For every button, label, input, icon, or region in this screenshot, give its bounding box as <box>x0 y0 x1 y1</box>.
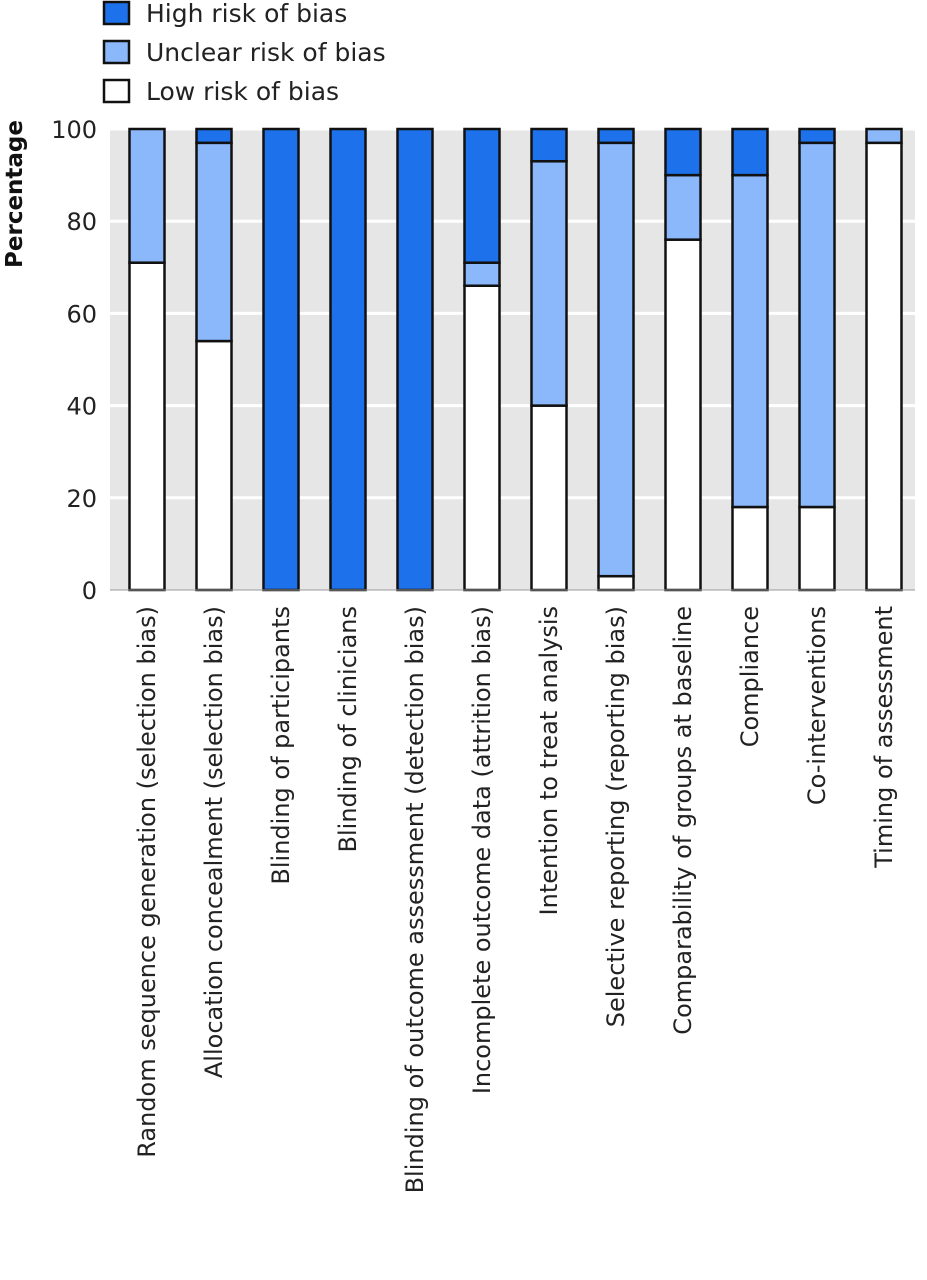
bar-segment <box>798 141 836 509</box>
legend-swatch <box>102 0 131 26</box>
bar-segment <box>597 141 635 578</box>
bar-segment <box>731 127 769 177</box>
bar-stack <box>731 127 769 592</box>
bar-stack <box>597 127 635 592</box>
category-label: Incomplete outcome data (attrition bias) <box>468 606 496 1094</box>
category-label: Timing of assessment <box>870 606 898 869</box>
category-label: Allocation concealment (selection bias) <box>200 606 228 1078</box>
bar-segment <box>262 127 300 592</box>
gridlines <box>110 127 915 500</box>
bar-segment <box>731 505 769 592</box>
bar-segment <box>195 141 233 343</box>
legend-item: Low risk of bias <box>102 77 339 106</box>
bar-stack <box>262 127 300 592</box>
category-label: Blinding of participants <box>267 606 295 885</box>
y-tick-label: 100 <box>51 116 97 144</box>
legend-label: Low risk of bias <box>146 77 339 106</box>
bar-stack <box>195 127 233 592</box>
bar-segment <box>195 127 233 145</box>
bar-segment <box>664 173 702 241</box>
y-tick-label: 40 <box>66 393 97 421</box>
bar-segment <box>597 127 635 145</box>
bar-stack <box>396 127 434 592</box>
category-labels: Random sequence generation (selection bi… <box>133 606 898 1193</box>
category-label: Random sequence generation (selection bi… <box>133 606 161 1158</box>
y-tick-label: 80 <box>66 208 97 236</box>
bar-stack <box>463 127 501 592</box>
plot-area <box>110 129 915 590</box>
bar-segment <box>463 284 501 592</box>
y-tick-label: 0 <box>82 577 97 605</box>
bar-segment <box>865 127 903 145</box>
bar-segment <box>530 404 568 592</box>
category-label: Comparability of groups at baseline <box>669 606 697 1035</box>
bar-segment <box>597 574 635 592</box>
bar-stack <box>664 127 702 592</box>
category-label: Selective reporting (reporting bias) <box>602 606 630 1027</box>
bar-stack <box>798 127 836 592</box>
bar-segment <box>865 141 903 592</box>
legend-swatch <box>102 39 131 65</box>
y-tick-labels: 0 20 40 60 80 100 <box>51 116 97 605</box>
category-label: Blinding of clinicians <box>334 606 362 852</box>
legend-item: High risk of bias <box>102 0 347 28</box>
bar-segment <box>128 127 166 264</box>
bar-stack <box>128 127 166 592</box>
y-tick-label: 20 <box>66 485 97 513</box>
legend-item: Unclear risk of bias <box>102 38 386 67</box>
bar-segment <box>798 127 836 145</box>
category-label: Compliance <box>736 606 764 747</box>
category-label: Blinding of outcome assessment (detectio… <box>401 606 429 1193</box>
bar-stack <box>329 127 367 592</box>
legend-label: High risk of bias <box>146 0 347 28</box>
bars <box>128 127 903 592</box>
bar-stack <box>530 127 568 592</box>
bar-segment <box>396 127 434 592</box>
bar-segment <box>463 261 501 287</box>
y-axis-title: Percentage <box>2 120 28 268</box>
bar-segment <box>329 127 367 592</box>
legend-swatch <box>102 78 131 104</box>
bar-segment <box>731 173 769 509</box>
bar-segment <box>463 127 501 264</box>
plot-background <box>110 129 915 590</box>
bar-segment <box>798 505 836 592</box>
bar-segment <box>530 160 568 407</box>
bar-segment <box>128 261 166 592</box>
bar-segment <box>195 339 233 592</box>
bar-segment <box>664 127 702 177</box>
bar-segment <box>530 127 568 163</box>
y-tick-label: 60 <box>66 300 97 328</box>
category-label: Intention to treat analysis <box>535 606 563 915</box>
bar-stack <box>865 127 903 592</box>
chart-legend: High risk of bias Unclear risk of bias Low… <box>102 0 386 106</box>
category-label: Co-interventions <box>803 606 831 805</box>
legend-label: Unclear risk of bias <box>146 38 386 67</box>
bar-segment <box>664 238 702 592</box>
